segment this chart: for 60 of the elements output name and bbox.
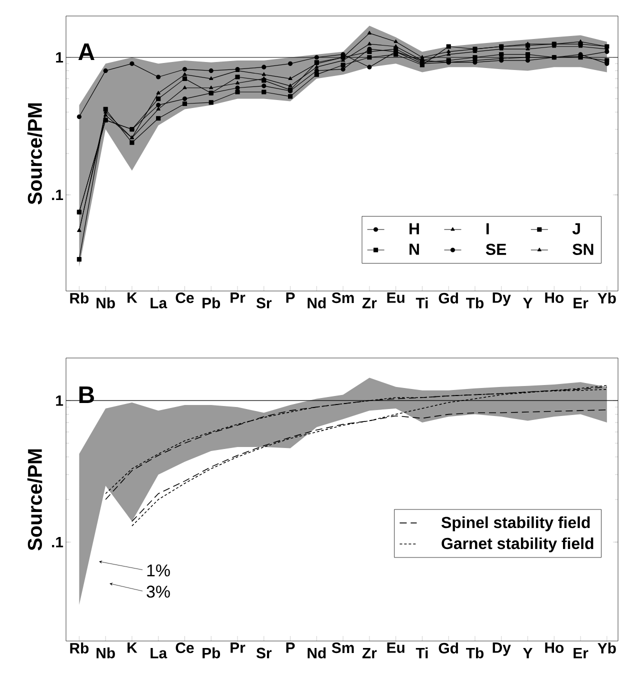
x-tick-label: Gd xyxy=(438,292,458,304)
x-tick-label: Pr xyxy=(230,292,246,303)
x-tick-label: Tb xyxy=(466,647,484,658)
annotation: 3% xyxy=(146,586,170,598)
x-tick-label: Rb xyxy=(70,292,89,304)
x-tick-label: Sr xyxy=(256,298,272,308)
x-tick-label: Er xyxy=(574,648,588,658)
y-axis-title: Source/PM xyxy=(27,449,42,550)
x-tick-label: Sr xyxy=(256,648,272,658)
x-tick-label: Yb xyxy=(598,292,616,304)
legend-label: J xyxy=(572,223,580,234)
x-tick-label: Eu xyxy=(387,292,404,303)
x-tick-label: K xyxy=(128,642,138,653)
x-tick-label: Ho xyxy=(545,292,564,303)
text: B xyxy=(79,386,94,404)
legend-label: Garnet stability field xyxy=(442,537,594,552)
x-tick-label: Sm xyxy=(332,292,354,304)
x-tick-label: Ho xyxy=(545,642,564,653)
x-tick-label: Gd xyxy=(438,642,458,654)
x-tick-label: Eu xyxy=(387,642,404,653)
x-tick-label: Rb xyxy=(70,642,89,654)
x-tick-label: Dy xyxy=(492,292,511,306)
x-tick-label: Ce xyxy=(176,292,194,304)
x-tick-label: Pb xyxy=(202,297,220,308)
legend-label: Spinel stability field xyxy=(441,516,590,532)
legend-label: SE xyxy=(486,244,506,255)
x-tick-label: Pb xyxy=(202,647,220,658)
y-tick-label: .1 xyxy=(52,190,64,200)
x-tick-label: Ti xyxy=(416,297,428,308)
x-tick-label: P xyxy=(286,642,295,653)
legend-label: I xyxy=(486,223,489,234)
x-tick-label: Dy xyxy=(492,642,511,656)
annotation: 1% xyxy=(147,564,170,576)
x-tick-label: Sm xyxy=(332,642,354,654)
x-tick-label: Y xyxy=(523,298,532,308)
x-tick-label: La xyxy=(150,648,168,658)
x-tick-label: Nd xyxy=(308,647,326,658)
y-tick-label: 1 xyxy=(56,52,64,63)
x-tick-label: P xyxy=(286,292,295,303)
x-tick-label: Zr xyxy=(362,648,377,658)
x-tick-label: K xyxy=(128,292,138,303)
x-tick-label: Ce xyxy=(176,642,194,654)
legend-label: N xyxy=(410,244,419,255)
x-tick-label: Zr xyxy=(362,298,377,308)
y-tick-label: .1 xyxy=(52,536,64,548)
y-tick-label: 1 xyxy=(56,395,64,406)
x-tick-label: Yb xyxy=(598,642,616,654)
x-tick-label: Er xyxy=(574,298,588,308)
y-axis-title: Source/PM xyxy=(27,103,42,204)
x-tick-label: Tb xyxy=(466,297,484,308)
x-tick-label: Y xyxy=(523,648,532,658)
x-tick-label: Nd xyxy=(308,297,326,308)
x-tick-label: La xyxy=(150,298,168,308)
x-tick-label: Nb xyxy=(96,647,115,658)
legend-label: H xyxy=(410,223,419,234)
text: A xyxy=(78,44,94,60)
legend-label: SN xyxy=(572,244,594,255)
x-tick-label: Nb xyxy=(96,297,115,308)
x-tick-label: Ti xyxy=(416,647,428,658)
x-tick-label: Pr xyxy=(230,642,246,653)
